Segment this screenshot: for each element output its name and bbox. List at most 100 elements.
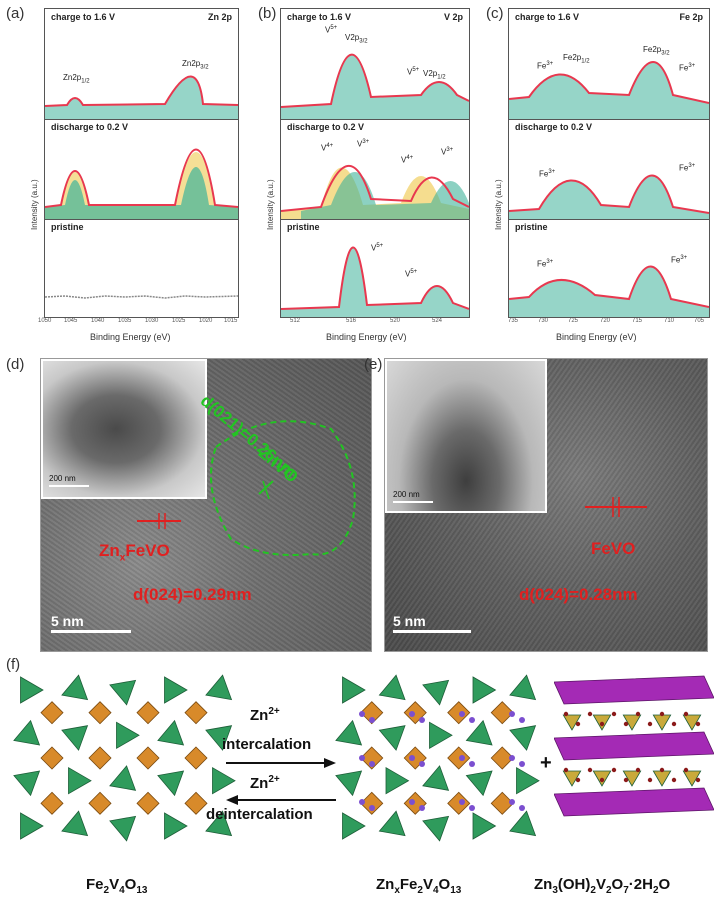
water-oxygen — [611, 767, 617, 773]
panel-a-curve-discharge — [45, 148, 238, 219]
zn-ion — [359, 755, 365, 761]
zn-ion — [509, 799, 515, 805]
panel-b-row-discharge: discharge to 0.2 V V4+ V3+ V4+ V3+ — [281, 119, 469, 220]
structure-fe2v4o13 — [13, 674, 236, 842]
panel-c-tick-1: 730 — [538, 318, 549, 324]
feo6-octahedron — [88, 701, 112, 725]
water-oxygen — [683, 767, 689, 773]
feo6-octahedron — [490, 701, 514, 725]
panel-b-peak-v5-a: V5+ — [325, 25, 338, 35]
panel-b-ylabel: Intensity (a.u.) — [266, 179, 275, 230]
vo4-tetrahedron — [509, 674, 537, 701]
zn-ion — [409, 711, 415, 717]
water-oxygen — [587, 711, 593, 717]
v2o7-pillar — [652, 770, 672, 787]
feo6-octahedron — [360, 791, 384, 815]
panel-c-tick-6: 705 — [694, 318, 705, 324]
panel-a-cond-charge: charge to 1.6 V — [51, 12, 116, 22]
zn-ion — [419, 805, 425, 811]
panel-a-row-discharge: discharge to 0.2 V — [45, 119, 238, 220]
feo6-octahedron — [40, 746, 64, 770]
v2o7-pillar — [562, 714, 582, 731]
panel-b-peak-v2p12: V2p1/2 — [423, 69, 446, 81]
v2o7-pillar — [622, 714, 642, 731]
vo4-tetrahedron — [465, 770, 493, 797]
panel-e-d-red: d(024)=0.28nm — [519, 585, 638, 604]
vo4-tetrahedron — [68, 767, 92, 795]
v2o7-pillar — [562, 770, 582, 787]
vo4-tetrahedron — [335, 770, 363, 797]
ion-label-forward: Zn2+ — [250, 706, 280, 724]
vo4-tetrahedron — [205, 810, 233, 837]
panel-a-cond-discharge: discharge to 0.2 V — [51, 122, 129, 132]
zn-ion — [519, 805, 525, 811]
arrow-forward — [226, 758, 336, 768]
vo4-tetrahedron — [164, 812, 188, 840]
panel-d-d-red: d(024)=0.29nm — [133, 585, 252, 604]
panel-f-label: (f) — [6, 656, 21, 673]
water-oxygen — [647, 721, 653, 727]
water-oxygen — [635, 767, 641, 773]
zn-ion — [359, 711, 365, 717]
panel-d-scale-label: 5 nm — [51, 613, 84, 629]
vo4-tetrahedron — [422, 679, 450, 706]
water-oxygen — [659, 711, 665, 717]
panel-e-inset-scalebar — [393, 501, 433, 503]
vo4-tetrahedron — [509, 725, 537, 751]
panel-e-phase-red: FeVO — [591, 539, 636, 558]
panel-d-inset-scale-label: 200 nm — [49, 474, 76, 483]
panel-b-curve-charge — [281, 53, 469, 119]
plus-sign: + — [540, 752, 552, 774]
vo4-tetrahedron — [109, 765, 137, 791]
vo4-tetrahedron — [157, 719, 185, 746]
vo4-tetrahedron — [13, 770, 41, 797]
zn-ion — [369, 717, 375, 723]
panel-d-tem-image: 200 nm d(021)=0.26nm ZnVO ZnxFeVO d(024)… — [40, 358, 372, 652]
panel-c-row-discharge: discharge to 0.2 V Fe3+ Fe3+ — [509, 119, 709, 220]
zn-ion — [369, 761, 375, 767]
vo4-tetrahedron — [516, 767, 540, 795]
water-oxygen — [671, 777, 677, 783]
water-oxygen — [575, 777, 581, 783]
arrow-label-deintercalation: deintercalation — [206, 806, 313, 823]
panel-b-cond-charge: charge to 1.6 V — [287, 12, 352, 22]
vo4-tetrahedron — [378, 810, 406, 837]
panel-c-peak-fe3-f: Fe3+ — [671, 255, 688, 265]
panel-b-peak-v2p32: V2p3/2 — [345, 33, 368, 45]
formula-znohv2o7: Zn3(OH)2V2O7·2H2O — [534, 876, 671, 896]
panel-b-tick-0: 512 — [290, 318, 301, 324]
panel-d-phase-red: ZnxFeVO — [99, 541, 170, 564]
panel-d-label: (d) — [6, 356, 25, 373]
panel-e-lattice-marker — [585, 497, 647, 517]
panel-b-element: V 2p — [443, 12, 463, 22]
vo4-tetrahedron — [109, 679, 137, 706]
panel-a-label: (a) — [6, 5, 25, 22]
vo4-tetrahedron — [378, 674, 406, 701]
zn-ion — [409, 799, 415, 805]
panel-e-scale-label: 5 nm — [393, 613, 426, 629]
panel-e-label: (e) — [364, 356, 383, 373]
panel-a-ylabel: Intensity (a.u.) — [30, 179, 39, 230]
zno-layer — [554, 787, 714, 817]
zn-ion — [469, 761, 475, 767]
zno-layer — [554, 731, 714, 761]
formula-znxfe2v4o13: ZnxFe2V4O13 — [376, 876, 462, 896]
water-oxygen — [599, 777, 605, 783]
feo6-octahedron — [490, 791, 514, 815]
panel-b-xlabel: Binding Energy (eV) — [326, 332, 407, 342]
zn-ion — [469, 717, 475, 723]
panel-c-cond-charge: charge to 1.6 V — [515, 12, 580, 22]
feo6-octahedron — [136, 746, 160, 770]
zn-ion — [419, 761, 425, 767]
water-oxygen — [623, 721, 629, 727]
structure-znoh-v2o7 — [554, 675, 714, 817]
v2o7-pillar — [622, 770, 642, 787]
water-oxygen — [695, 721, 701, 727]
v2o7-pillar — [682, 770, 702, 787]
panel-c-tick-4: 715 — [632, 318, 643, 324]
vo4-tetrahedron — [422, 765, 450, 791]
panel-d-inset-image: 200 nm — [41, 359, 207, 499]
water-oxygen — [623, 777, 629, 783]
panel-b-label: (b) — [258, 5, 277, 22]
zn-ion — [459, 755, 465, 761]
